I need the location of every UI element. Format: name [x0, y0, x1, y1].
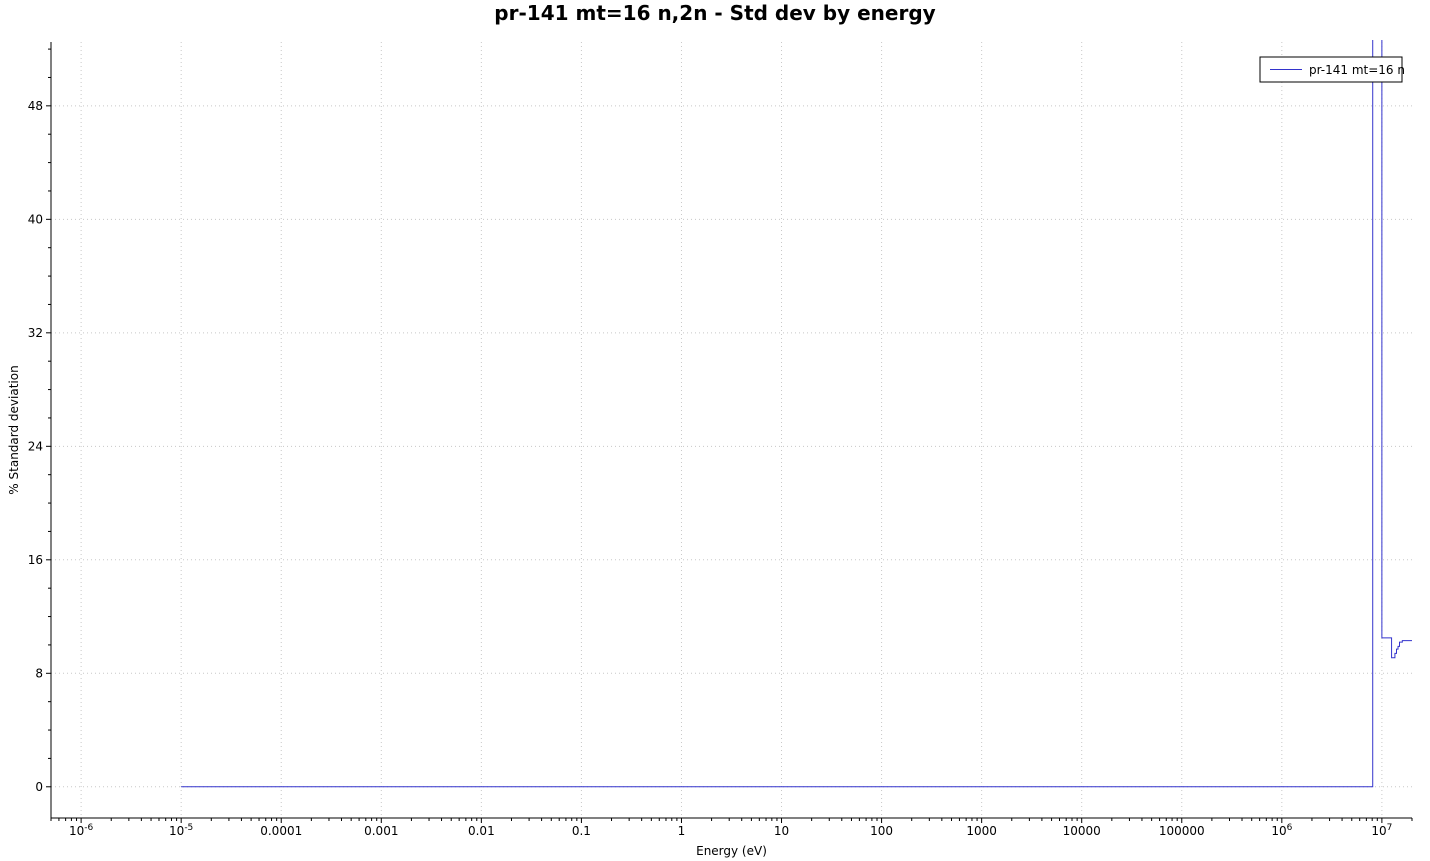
x-tick-label: 1 [678, 824, 686, 838]
chart-title: pr-141 mt=16 n,2n - Std dev by energy [494, 1, 936, 25]
x-ticks: 10-6 10-5 0.0001 0.001 0.01 0.1 1 10 100 1000 1000… [50, 818, 1413, 838]
x-tick-label: 0.0001 [260, 824, 302, 838]
x-tick-label: 10 [774, 824, 789, 838]
series-line [181, 40, 1412, 788]
y-tick-label: 24 [28, 439, 43, 453]
y-tick-label: 16 [28, 553, 43, 567]
y-axis-title: % Standard deviation [7, 365, 21, 494]
x-tick-label: 0.001 [364, 824, 398, 838]
x-tick-label: 10000 [1063, 824, 1101, 838]
x-tick-label: 100 [870, 824, 893, 838]
y-tick-label: 48 [28, 99, 43, 113]
y-tick-label: 32 [28, 326, 43, 340]
grid [51, 42, 1412, 818]
x-tick-label: 10-5 [169, 823, 193, 838]
series-layer [181, 40, 1412, 788]
x-tick-label: 106 [1271, 823, 1292, 838]
x-tick-label: 10-6 [69, 823, 94, 838]
x-tick-label: 0.01 [468, 824, 495, 838]
x-tick-label: 100000 [1159, 824, 1205, 838]
axes [50, 42, 1412, 819]
legend-label: pr-141 mt=16 n [1309, 63, 1405, 77]
x-tick-label: 1000 [966, 824, 997, 838]
x-axis-title: Energy (eV) [696, 844, 767, 858]
y-tick-label: 8 [35, 666, 43, 680]
y-ticks: 0 8 16 24 32 40 48 [28, 48, 51, 794]
x-tick-label: 107 [1371, 823, 1392, 838]
y-tick-label: 0 [35, 780, 43, 794]
legend: pr-141 mt=16 n [1259, 56, 1405, 83]
y-tick-label: 40 [28, 212, 43, 226]
x-tick-label: 0.1 [572, 824, 591, 838]
